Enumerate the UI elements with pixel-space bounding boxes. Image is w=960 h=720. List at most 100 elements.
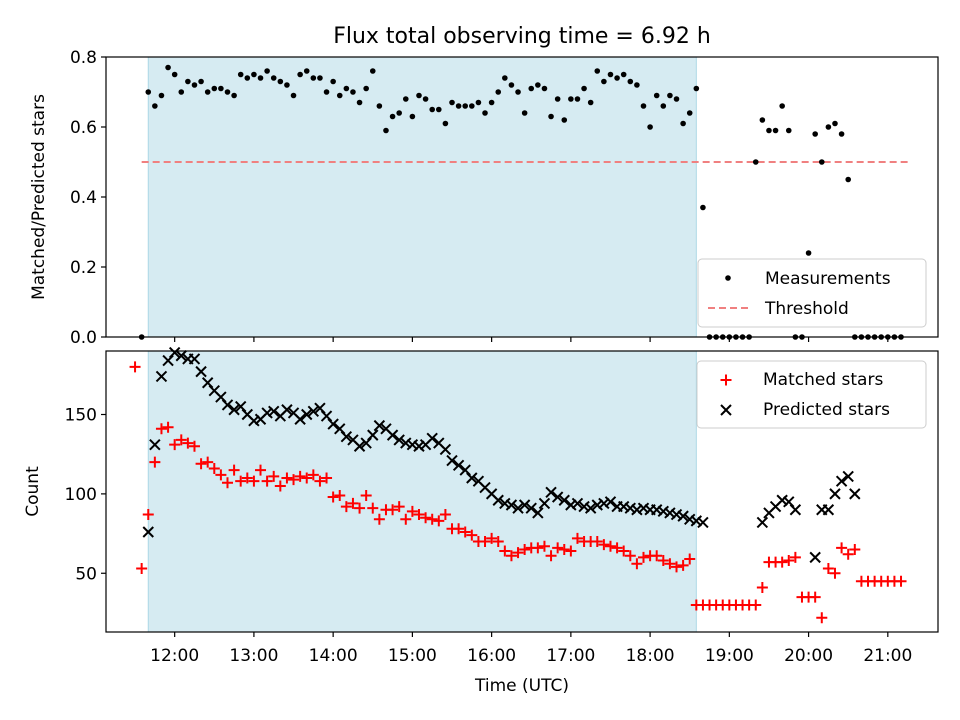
- y-tick-label: 100: [65, 485, 97, 505]
- data-point: [637, 502, 650, 514]
- data-point: [538, 497, 551, 510]
- data-point: [492, 536, 504, 548]
- data-point: [653, 92, 660, 99]
- y-tick-label: 0.8: [70, 48, 97, 68]
- data-point: [228, 404, 240, 416]
- legend-marker-measurements: [725, 275, 731, 281]
- data-point: [783, 555, 795, 567]
- data-point: [776, 556, 788, 568]
- data-point: [466, 529, 478, 541]
- data-point: [670, 508, 683, 521]
- data-point: [383, 127, 389, 134]
- series-measurements: [138, 64, 904, 340]
- data-point: [336, 92, 343, 99]
- data-point: [171, 71, 178, 78]
- data-point: [789, 504, 802, 516]
- data-point: [558, 494, 570, 506]
- data-point: [426, 432, 438, 445]
- data-point: [535, 82, 541, 88]
- data-point: [420, 512, 432, 524]
- data-point: [505, 550, 517, 562]
- data-point: [604, 540, 616, 552]
- data-point: [673, 96, 680, 102]
- x-tick-label: 17:00: [546, 646, 595, 666]
- data-point: [182, 437, 194, 449]
- data-point: [142, 526, 154, 538]
- data-point: [482, 110, 488, 116]
- data-point: [353, 440, 366, 452]
- data-point: [413, 509, 425, 521]
- data-point: [829, 488, 841, 500]
- data-point: [528, 85, 535, 92]
- legend-label-measurements: Measurements: [765, 269, 891, 289]
- data-point: [288, 474, 300, 486]
- legend-box: [697, 258, 927, 328]
- data-point: [519, 543, 531, 555]
- data-point: [772, 127, 779, 134]
- data-point: [677, 510, 689, 522]
- data-point: [554, 96, 561, 102]
- data-point: [396, 110, 402, 116]
- data-point: [294, 413, 306, 425]
- data-point: [363, 85, 369, 92]
- data-point: [591, 499, 603, 511]
- data-point: [541, 85, 548, 92]
- data-point: [759, 117, 766, 123]
- data-point: [369, 68, 376, 74]
- data-point: [248, 415, 260, 427]
- data-point: [836, 542, 848, 554]
- data-point: [393, 501, 405, 513]
- data-point: [356, 99, 363, 106]
- data-point: [677, 559, 689, 571]
- data-point: [578, 500, 590, 513]
- data-point: [601, 78, 607, 85]
- data-point: [284, 82, 290, 88]
- x-tick-label: 12:00: [150, 646, 199, 666]
- data-point: [168, 346, 181, 359]
- data-point: [545, 550, 557, 562]
- data-point: [660, 103, 667, 109]
- data-point: [462, 103, 469, 109]
- data-point: [188, 440, 200, 452]
- x-tick-label: 18:00: [626, 646, 675, 666]
- data-point: [321, 472, 333, 484]
- data-point: [129, 361, 141, 373]
- data-point: [502, 75, 508, 81]
- data-point: [664, 558, 676, 570]
- data-point: [376, 103, 383, 109]
- chart-title: Flux total observing time = 6.92 h: [333, 24, 711, 49]
- x-tick-label: 16:00: [467, 646, 516, 666]
- data-point: [895, 575, 907, 587]
- data-point: [327, 418, 339, 430]
- data-point: [367, 502, 379, 514]
- data-point: [845, 176, 851, 183]
- data-point: [389, 113, 396, 120]
- data-point: [634, 82, 640, 88]
- data-point: [525, 502, 537, 514]
- legend-label-predicted: Predicted stars: [763, 400, 890, 420]
- data-point: [439, 443, 452, 456]
- data-point: [809, 551, 821, 564]
- data-point: [789, 551, 801, 563]
- axes-frame: [105, 350, 939, 633]
- data-point: [350, 89, 356, 95]
- data-point: [518, 499, 531, 511]
- y-tick-label: 50: [75, 564, 97, 584]
- data-point: [175, 350, 187, 362]
- data-point: [752, 159, 759, 165]
- data-point: [849, 543, 861, 555]
- data-point: [185, 78, 191, 85]
- data-point: [162, 421, 174, 433]
- data-point: [552, 542, 564, 554]
- data-point: [651, 550, 663, 562]
- data-point: [277, 78, 284, 85]
- y-tick-label: 150: [65, 406, 97, 426]
- data-point: [264, 68, 270, 74]
- data-point: [400, 437, 412, 449]
- data-point: [202, 456, 214, 468]
- data-point: [598, 539, 610, 551]
- data-point: [508, 82, 515, 88]
- data-point: [136, 562, 148, 574]
- data-point: [244, 75, 251, 81]
